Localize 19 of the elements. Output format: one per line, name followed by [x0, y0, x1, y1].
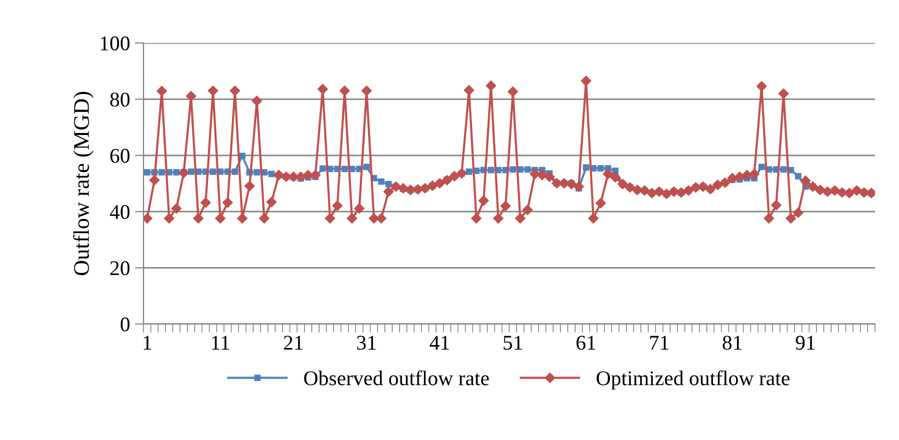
x-tick-label: 21	[284, 336, 303, 350]
x-tick-label: 11	[212, 336, 230, 350]
x-tick-label: 91	[796, 336, 815, 350]
y-tick-label: 80	[110, 92, 130, 107]
x-tick-label: 71	[650, 336, 668, 350]
y-axis-title: Outflow rate (MGD)	[73, 92, 94, 276]
x-tick-label: 31	[357, 336, 376, 350]
legend-label: Optimized outflow rate	[596, 370, 790, 390]
y-tick-label: 100	[100, 36, 130, 50]
x-tick-label: 41	[430, 336, 449, 350]
x-tick-label: 1	[144, 336, 152, 350]
y-tick-label: 20	[110, 261, 130, 276]
x-tick-label: 51	[504, 336, 522, 350]
legend-label: Observed outflow rate	[304, 370, 489, 386]
y-tick-label: 40	[110, 204, 130, 220]
x-tick-label: 61	[576, 336, 596, 350]
y-tick-label: 60	[110, 148, 130, 163]
y-tick-label: 0	[120, 317, 130, 332]
x-tick-label: 81	[722, 336, 742, 350]
